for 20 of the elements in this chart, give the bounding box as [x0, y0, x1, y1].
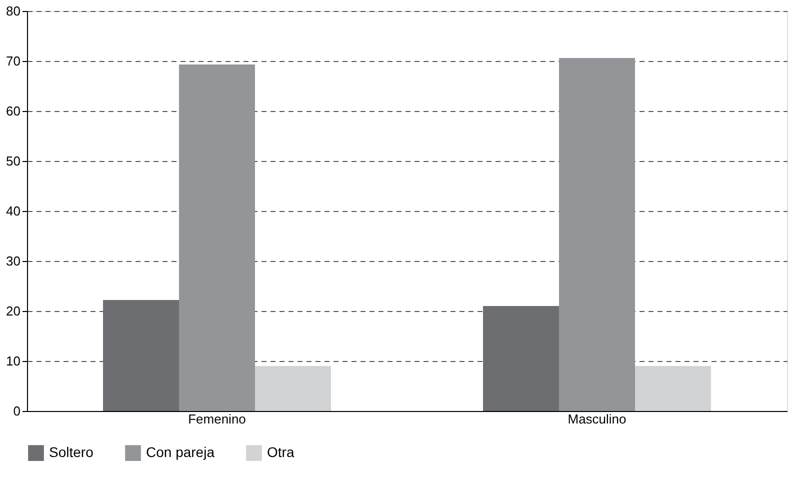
x-tick-label: Femenino — [188, 412, 246, 426]
legend-label: Otra — [267, 444, 294, 460]
bar — [559, 58, 635, 411]
bar — [255, 366, 331, 411]
y-tick-label: 70 — [6, 54, 20, 68]
y-tick-label: 80 — [6, 4, 20, 18]
y-tick-label: 20 — [6, 304, 20, 318]
legend-label: Soltero — [49, 444, 94, 460]
legend-label: Con pareja — [146, 444, 215, 460]
y-tick-label: 10 — [6, 354, 20, 368]
bar — [103, 300, 179, 411]
y-tick-label: 40 — [6, 204, 20, 218]
bar — [179, 64, 255, 411]
y-tick-label: 60 — [6, 104, 20, 118]
y-tick-label: 30 — [6, 254, 20, 268]
bar — [483, 306, 559, 411]
y-tick-label: 0 — [13, 404, 20, 418]
bar — [635, 366, 711, 411]
x-tick-label: Masculino — [568, 412, 626, 426]
y-tick-label: 50 — [6, 154, 20, 168]
